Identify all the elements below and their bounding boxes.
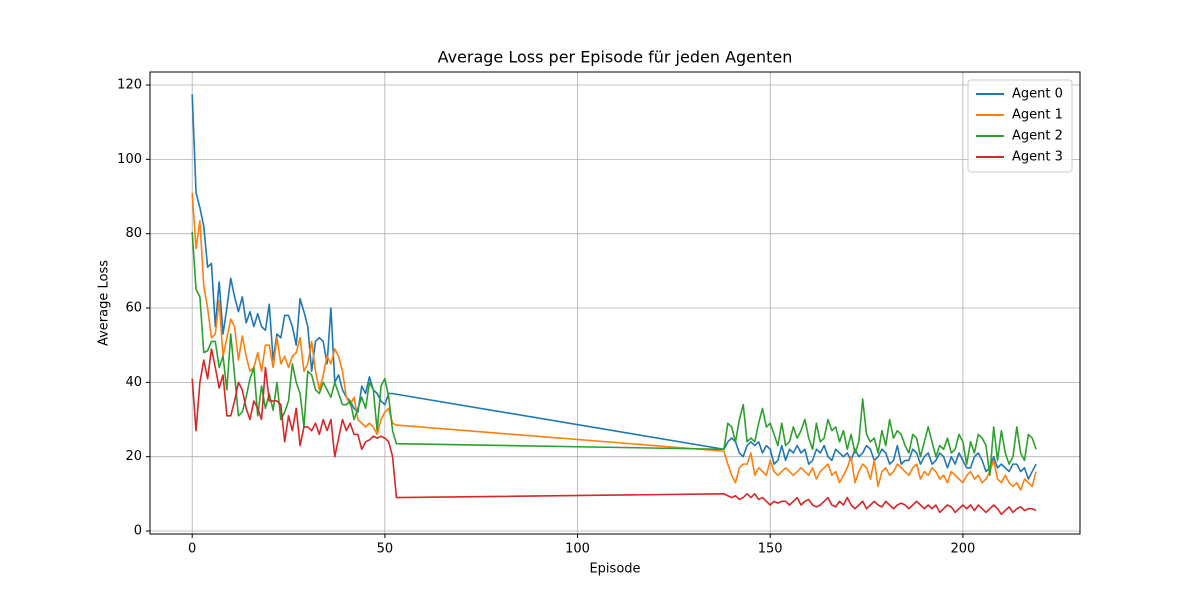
x-tick-label: 100 (565, 542, 590, 557)
legend-label: Agent 0 (1012, 87, 1063, 102)
y-tick-label: 60 (125, 301, 142, 316)
x-tick-label: 200 (950, 542, 975, 557)
y-tick-label: 120 (117, 78, 142, 93)
x-tick-label: 150 (758, 542, 783, 557)
x-axis-label: Episode (589, 562, 640, 577)
plot-frame (149, 71, 1081, 535)
y-tick-label: 20 (125, 449, 142, 464)
legend-label: Agent 1 (1012, 108, 1063, 123)
y-tick-label: 80 (125, 226, 142, 241)
series-line (191, 94, 1037, 480)
series-line (191, 192, 1037, 491)
y-tick-label: 100 (117, 152, 142, 167)
y-axis-label: Average Loss (97, 260, 112, 346)
legend-label: Agent 3 (1012, 150, 1063, 165)
x-tick-label: 0 (188, 542, 196, 557)
series-line (191, 348, 1037, 516)
y-tick-label: 40 (125, 375, 142, 390)
chart-title: Average Loss per Episode für jeden Agent… (438, 48, 793, 67)
legend-box (967, 79, 1073, 173)
legend-label: Agent 2 (1012, 129, 1063, 144)
series-line (191, 231, 1037, 477)
x-tick-label: 50 (377, 542, 394, 557)
y-tick-label: 0 (134, 524, 142, 539)
